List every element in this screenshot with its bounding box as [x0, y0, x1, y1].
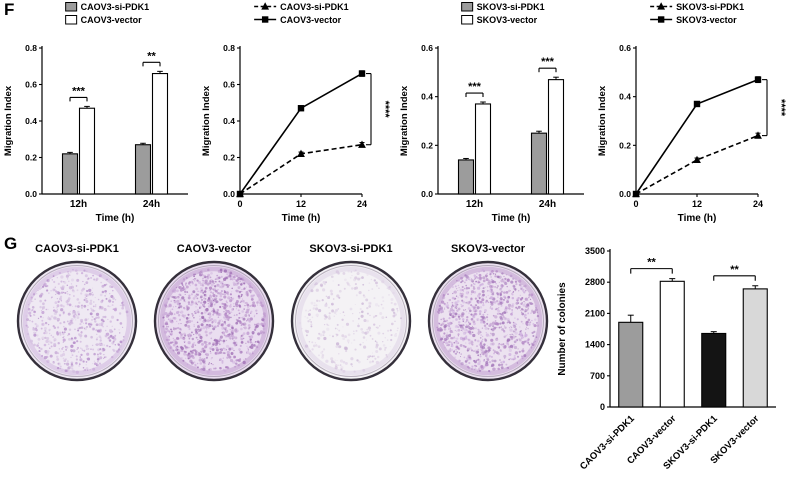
- caov3-migration-line-cell: 0.0 0.2 0.4 0.6 0.8 Migration Index 0 12 24 Time …: [198, 0, 396, 232]
- svg-text:0.6: 0.6: [25, 80, 37, 90]
- svg-text:0.0: 0.0: [619, 189, 631, 199]
- svg-text:**: **: [647, 257, 656, 269]
- caov3-migration-line-chart: 0.0 0.2 0.4 0.6 0.8 Migration Index 0 12 24 Time …: [201, 2, 391, 224]
- svg-text:****: ****: [775, 99, 787, 117]
- svg-text:0.4: 0.4: [421, 92, 433, 102]
- svg-text:CAOV3-vector: CAOV3-vector: [280, 15, 342, 25]
- dish-plate: [427, 260, 549, 382]
- dish-label: CAOV3-vector: [176, 243, 252, 255]
- dish-label: SKOV3-si-PDK1: [309, 243, 393, 255]
- svg-text:0.4: 0.4: [619, 92, 631, 102]
- skov3-migration-line-chart: 0.0 0.2 0.4 0.6 Migration Index 0 12 24 Time (h)…: [597, 2, 787, 224]
- caov3-migration-bar-chart: 0.0 0.2 0.4 0.6 0.8 Migration Index 12h *** 24h *…: [3, 2, 188, 224]
- caov3_migration_bar-plot: 0.0 0.2 0.4 0.6 0.8 Migration Index 12h *** 24h *…: [3, 2, 188, 224]
- svg-text:24h: 24h: [143, 199, 160, 210]
- svg-text:0.2: 0.2: [619, 140, 631, 150]
- svg-text:SKOV3-vector: SKOV3-vector: [477, 15, 538, 25]
- svg-text:Migration Index: Migration Index: [3, 85, 14, 156]
- svg-text:24h: 24h: [539, 199, 556, 210]
- dish-plate-image: [153, 260, 275, 382]
- svg-text:2100: 2100: [585, 308, 605, 318]
- svg-text:CAOV3-vector: CAOV3-vector: [81, 15, 143, 25]
- dish-plate: [290, 260, 412, 382]
- panel-g-label: G: [4, 234, 18, 253]
- colony-dishes: CAOV3-si-PDK1 CAOV3-vector SKOV3-si-PDK1…: [14, 243, 551, 389]
- svg-text:0.8: 0.8: [25, 43, 37, 53]
- svg-text:CAOV3-si-PDK1: CAOV3-si-PDK1: [280, 2, 349, 12]
- skov3-migration-bar-chart: 0.0 0.2 0.4 0.6 Migration Index 12h *** 24h *** T…: [399, 2, 584, 224]
- caov3-migration-bar-cell: 0.0 0.2 0.4 0.6 0.8 Migration Index 12h *** 24h *…: [0, 0, 198, 232]
- dish-label: CAOV3-si-PDK1: [35, 243, 119, 255]
- svg-text:Number of colonies: Number of colonies: [557, 282, 568, 376]
- svg-text:***: ***: [468, 81, 482, 93]
- svg-text:0.6: 0.6: [421, 43, 433, 53]
- svg-text:**: **: [730, 264, 739, 276]
- svg-text:12h: 12h: [466, 199, 483, 210]
- svg-text:12: 12: [692, 199, 702, 209]
- svg-text:12: 12: [296, 199, 306, 209]
- skov3_migration_line-plot: 0.0 0.2 0.4 0.6 Migration Index 0 12 24 Time (h)…: [597, 2, 787, 224]
- skov3-migration-line-cell: 0.0 0.2 0.4 0.6 Migration Index 0 12 24 Time (h)…: [594, 0, 792, 232]
- dish-plate: [153, 260, 275, 382]
- svg-text:0: 0: [600, 402, 605, 412]
- svg-text:Time (h): Time (h): [96, 213, 135, 224]
- svg-text:Time (h): Time (h): [282, 213, 321, 224]
- svg-text:0.2: 0.2: [223, 153, 235, 163]
- svg-text:0.4: 0.4: [223, 116, 235, 126]
- dish-label: SKOV3-vector: [451, 243, 525, 255]
- svg-text:***: ***: [72, 85, 86, 97]
- svg-text:3500: 3500: [585, 246, 605, 256]
- svg-text:SKOV3-vector: SKOV3-vector: [676, 15, 737, 25]
- svg-text:0: 0: [237, 199, 242, 209]
- dish-skov3-si-pdk1: SKOV3-si-PDK1: [288, 243, 414, 389]
- svg-text:0.8: 0.8: [223, 43, 235, 53]
- dish-skov3-vector: SKOV3-vector: [425, 243, 551, 389]
- svg-text:24: 24: [753, 199, 763, 209]
- caov3_migration_line-plot: 0.0 0.2 0.4 0.6 0.8 Migration Index 0 12 24 Time …: [201, 2, 391, 224]
- svg-text:0.0: 0.0: [223, 189, 235, 199]
- svg-text:0.4: 0.4: [25, 116, 37, 126]
- svg-text:Migration Index: Migration Index: [597, 85, 608, 156]
- svg-text:0.0: 0.0: [421, 189, 433, 199]
- skov3-migration-bar-cell: 0.0 0.2 0.4 0.6 Migration Index 12h *** 24h *** T…: [396, 0, 594, 232]
- svg-text:Migration Index: Migration Index: [201, 85, 212, 156]
- svg-text:0.6: 0.6: [619, 43, 631, 53]
- dish-caov3-si-pdk1: CAOV3-si-PDK1: [14, 243, 140, 389]
- svg-text:Time (h): Time (h): [492, 213, 531, 224]
- skov3_migration_bar-plot: 0.0 0.2 0.4 0.6 Migration Index 12h *** 24h *** T…: [399, 2, 584, 224]
- svg-text:SKOV3-si-PDK1: SKOV3-si-PDK1: [676, 2, 744, 12]
- svg-text:0.0: 0.0: [25, 189, 37, 199]
- dish-plate: [16, 260, 138, 382]
- panel-f-charts: 0.0 0.2 0.4 0.6 0.8 Migration Index 12h *** 24h *…: [0, 0, 792, 232]
- dish-caov3-vector: CAOV3-vector: [151, 243, 277, 389]
- svg-text:0.2: 0.2: [25, 153, 37, 163]
- svg-text:Migration Index: Migration Index: [399, 85, 410, 156]
- colony-count-chart-wrap: 0 700 1400 2100 2800 3500 Number of colonies CA…: [552, 231, 790, 481]
- svg-text:24: 24: [357, 199, 367, 209]
- svg-text:1400: 1400: [585, 340, 605, 350]
- svg-text:CAOV3-si-PDK1: CAOV3-si-PDK1: [81, 2, 150, 12]
- dish-plate-image: [290, 260, 412, 382]
- panel-f-label: F: [4, 0, 15, 19]
- svg-text:****: ****: [379, 101, 391, 119]
- svg-text:**: **: [147, 50, 156, 62]
- svg-text:12h: 12h: [70, 199, 87, 210]
- svg-text:0.2: 0.2: [421, 140, 433, 150]
- svg-text:700: 700: [590, 371, 605, 381]
- svg-text:SKOV3-si-PDK1: SKOV3-si-PDK1: [477, 2, 545, 12]
- svg-text:0.6: 0.6: [223, 80, 235, 90]
- svg-text:0: 0: [633, 199, 638, 209]
- dish-plate-image: [427, 260, 549, 382]
- svg-text:***: ***: [541, 56, 555, 68]
- svg-text:Time (h): Time (h): [678, 213, 717, 224]
- svg-text:2800: 2800: [585, 277, 605, 287]
- dish-plate-image: [16, 260, 138, 382]
